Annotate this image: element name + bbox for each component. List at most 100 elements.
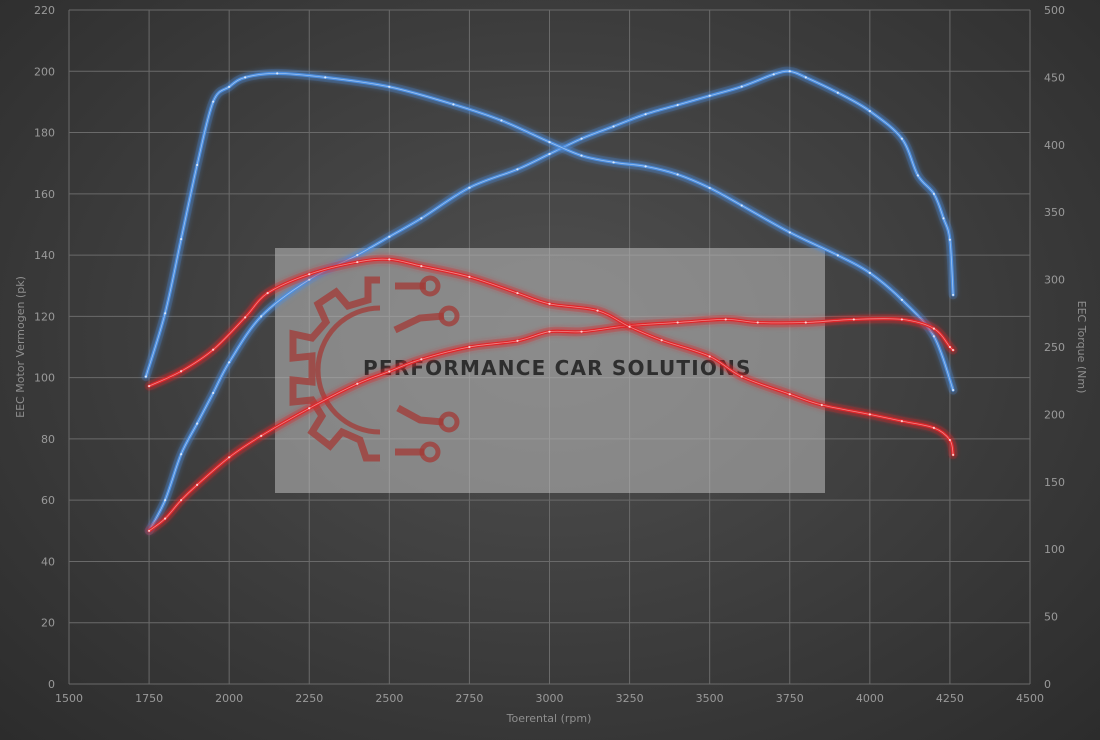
tuned-power-point [740,85,743,88]
y-right-tick-label: 250 [1044,341,1065,354]
stock-power-point [900,318,903,321]
stock-torque-point [932,426,936,429]
tuned-power-curve [144,66,958,536]
x-tick-label: 2000 [215,692,243,705]
y-left-tick-label: 120 [34,310,55,323]
tuned-power-point [788,70,791,73]
x-tick-label: 4500 [1016,692,1044,705]
stock-torque-point [708,355,711,358]
stock-torque-point [596,309,599,312]
stock-torque-point [952,453,955,456]
y-right-tick-label: 400 [1044,139,1065,152]
tuned-power-point [308,278,311,281]
stock-torque-point [388,258,391,261]
tuned-torque-point [452,103,455,106]
tuned-torque-point [212,100,215,103]
x-tick-label: 1500 [55,692,83,705]
watermark: PERFORMANCE CAR SOLUTIONS [275,248,825,493]
y-left-tick-label: 40 [41,555,55,568]
tuned-torque-point [244,76,247,79]
tuned-power-point [916,174,919,177]
tuned-torque-point [788,231,791,234]
stock-power-point [180,499,183,502]
tuned-power-point [468,186,471,189]
y-right-tick-label: 100 [1044,543,1065,556]
tuned-torque-point [932,335,936,338]
tuned-torque-point [644,165,647,168]
stock-power-point [516,339,519,342]
y-right-tick-label: 450 [1044,71,1065,84]
tuned-torque-point [180,238,183,241]
stock-torque-point [820,403,823,407]
tuned-power-point [356,253,359,257]
y-left-axis-label: EEC Motor Vermogen (pk) [14,276,27,418]
tuned-torque-point [324,76,327,79]
tuned-power-point [952,293,955,297]
tuned-power-point [868,110,871,113]
stock-power-point [228,456,231,459]
gear-circuit-logo-icon [289,275,460,463]
y-left-tick-label: 160 [34,188,55,201]
stock-torque-point [212,348,215,351]
stock-power-point [804,321,807,324]
tuned-torque-point [836,254,839,257]
tuned-torque-point [580,154,583,157]
stock-power-curve [144,314,958,536]
tuned-power-point [644,113,647,116]
tuned-power-point [900,137,903,140]
stock-torque-point [420,265,423,268]
y-left-tick-label: 0 [48,678,55,691]
y-left-tick-label: 80 [41,433,55,446]
y-right-tick-label: 0 [1044,678,1051,691]
tuned-power-point [942,217,945,220]
x-axis-label: Toerental (rpm) [506,712,592,725]
tuned-torque-point [900,298,903,301]
stock-power-point [756,321,759,324]
y-left-tick-label: 220 [34,4,55,17]
y-right-tick-label: 200 [1044,408,1065,421]
stock-power-point [356,382,359,385]
stock-torque-point [548,302,551,305]
stock-torque-curve-line [147,257,955,457]
tuned-torque-point [952,389,955,392]
stock-power-point [952,348,955,352]
tuned-torque-point [548,141,551,144]
stock-torque-curve-core [148,258,954,456]
x-tick-label: 3500 [696,692,724,705]
tuned-power-point [708,94,711,97]
y-left-tick-label: 180 [34,127,55,140]
tuned-power-point [228,361,231,364]
tuned-power-point [196,422,199,425]
tuned-power-point [948,238,952,241]
tuned-torque-point [868,271,871,274]
x-tick-label: 3250 [616,692,644,705]
y-left-tick-label: 140 [34,249,55,262]
stock-power-point [852,318,855,321]
y-left-tick-label: 20 [41,617,55,630]
x-tick-label: 3000 [536,692,564,705]
tuned-torque-point [228,85,231,88]
stock-power-point [580,330,583,333]
stock-power-point [420,358,423,361]
tuned-torque-point [164,312,167,315]
stock-power-point [948,345,952,349]
stock-torque-point [308,273,311,276]
y-right-axis-ticks: 0 50 100 150 200 250 300 350 400 450 500 [1044,4,1065,691]
y-left-tick-label: 200 [34,65,55,78]
stock-power-point [260,434,263,437]
tuned-torque-point [676,173,679,176]
y-right-tick-label: 350 [1044,206,1065,219]
y-left-axis-ticks: 0 20 40 60 80 100 120 140 160 180 200 220 [34,4,55,691]
stock-torque-point [468,275,471,279]
y-right-tick-label: 150 [1044,476,1065,489]
tuned-power-point [260,315,263,318]
stock-power-point [932,327,936,330]
tuned-torque-point [196,163,199,167]
stock-power-point [676,321,679,324]
stock-power-point [548,330,551,333]
stock-torque-point [516,291,519,295]
tuned-power-point [516,168,519,171]
tuned-torque-point [708,186,711,190]
stock-torque-point [900,420,903,423]
tuned-power-point [612,125,615,128]
